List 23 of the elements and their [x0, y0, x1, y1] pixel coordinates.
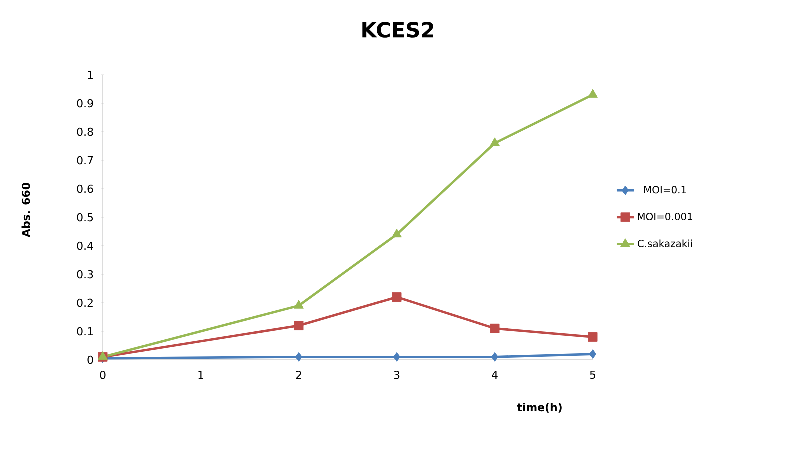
x-tick-label: 3 [394, 371, 400, 380]
legend-label: MOI=0.001 [638, 212, 693, 220]
x-tick-label: 4 [492, 370, 498, 379]
y-tick-label: 0.2 [77, 298, 93, 308]
y-tick-label: 0.3 [77, 270, 94, 279]
y-tick-label: 1 [88, 71, 93, 79]
x-tick-label: 5 [590, 370, 596, 380]
chart-title: KCES2 [362, 22, 434, 38]
y-tick-label: 0.5 [77, 213, 94, 222]
x-tick-label: 2 [296, 371, 302, 380]
y-tick-label: 0.8 [77, 128, 94, 136]
legend-label: C.sakazakii [638, 240, 692, 248]
y-tick-label: 0.4 [77, 242, 94, 250]
legend-label: MOI=0.1 [644, 186, 686, 194]
x-tick-label: 1 [198, 370, 204, 379]
y-tick-label: 0.9 [77, 99, 94, 108]
y-tick-label: 0 [88, 356, 94, 364]
x-tick-label: 0 [100, 371, 106, 380]
y-tick-label: 0.6 [77, 184, 94, 194]
y-tick-label: 0.7 [77, 156, 94, 165]
y-tick-label: 0.1 [77, 327, 93, 336]
y-axis-title: Abs. 660 [22, 183, 30, 238]
x-axis-title: time(h) [517, 403, 562, 413]
